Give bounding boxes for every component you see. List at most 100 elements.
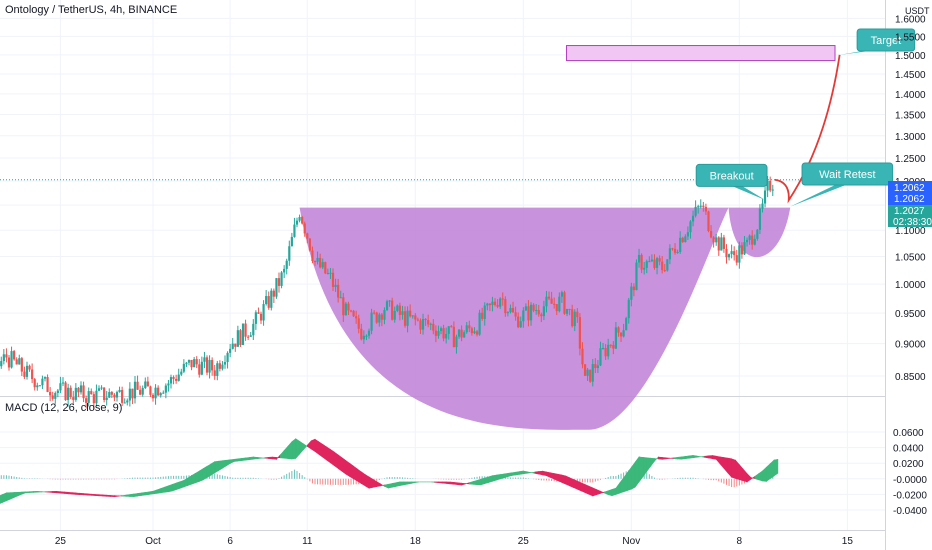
candle-body xyxy=(270,290,273,308)
candle-up xyxy=(694,200,697,218)
macd-ribbon-segment xyxy=(71,492,77,495)
macd-ribbon-segment xyxy=(252,456,258,460)
price-tick-label: 1.4500 xyxy=(895,70,926,81)
candle-body xyxy=(699,205,702,207)
macd-ribbon-segment xyxy=(596,489,601,496)
candle-body xyxy=(622,330,625,337)
macd-tick-label: 0.0600 xyxy=(893,428,924,439)
candle-body xyxy=(226,352,229,363)
callout-wait-retest: Wait Retest xyxy=(790,162,894,207)
candle-up xyxy=(691,210,695,227)
candle-down xyxy=(671,247,674,251)
candle-down xyxy=(751,230,754,250)
macd-ribbon-segment xyxy=(739,463,744,482)
candle-up xyxy=(321,258,324,270)
candle-down xyxy=(424,318,427,326)
price-tick-label: 0.9000 xyxy=(895,340,926,351)
candle-up xyxy=(586,367,589,381)
candle-body xyxy=(373,312,376,314)
candle-body xyxy=(640,254,643,270)
candle-body xyxy=(586,369,589,376)
candle-body xyxy=(31,369,34,380)
macd-ribbon-segment xyxy=(63,491,69,495)
candle-body xyxy=(619,332,623,337)
time-tick-label: 25 xyxy=(55,536,67,547)
macd-ribbon-segment xyxy=(241,457,246,461)
candle-down xyxy=(553,297,556,309)
macd-ribbon-segment xyxy=(260,457,266,459)
candle-up xyxy=(100,385,103,390)
candle-down xyxy=(537,304,540,317)
macd-ribbon-segment xyxy=(403,481,408,486)
candle-body xyxy=(205,357,209,373)
macd-ribbon-segment xyxy=(152,489,158,495)
candle-up xyxy=(0,356,3,369)
candle-body xyxy=(558,296,561,312)
candle-up xyxy=(483,302,486,326)
candle-up xyxy=(180,368,183,377)
current-price-label: 1.2027 xyxy=(894,206,925,217)
candle-down xyxy=(146,376,149,387)
candle-up xyxy=(105,391,108,406)
candle-body xyxy=(663,270,666,272)
candle-up xyxy=(635,259,638,291)
candle-body xyxy=(763,190,767,204)
callout-target: Target xyxy=(839,28,916,55)
candle-body xyxy=(79,385,83,393)
candle-body xyxy=(427,320,430,325)
candle-body xyxy=(72,397,75,400)
candle-up xyxy=(676,249,679,254)
candle-up xyxy=(141,385,144,397)
candle-body xyxy=(470,328,473,334)
candle-body xyxy=(378,314,381,323)
macd-ribbon-segment xyxy=(175,481,181,491)
macd-ribbon-segment xyxy=(388,483,393,489)
candle-body xyxy=(195,359,198,365)
candle-up xyxy=(486,302,489,311)
candle-body xyxy=(61,382,65,384)
candle-up xyxy=(763,186,767,208)
macd-ribbon-segment xyxy=(704,455,709,459)
macd-ribbon-segment xyxy=(25,491,30,494)
macd-tick-label: 0.0200 xyxy=(893,459,924,470)
candle-body xyxy=(33,379,36,388)
callout-box xyxy=(695,163,768,187)
macd-ribbon-segment xyxy=(411,481,416,484)
candle-down xyxy=(427,314,430,328)
macd-ribbon-segment xyxy=(295,438,300,460)
candle-up xyxy=(509,304,512,314)
macd-ribbon-segment xyxy=(503,472,509,479)
macd-ribbon-segment xyxy=(762,466,767,482)
macd-ribbon-segment xyxy=(361,471,366,487)
candle-body xyxy=(241,323,245,345)
candle-body xyxy=(668,248,672,260)
time-tick-label: 6 xyxy=(227,536,233,547)
candle-body xyxy=(596,365,599,368)
candle-up xyxy=(329,267,332,279)
candle-down xyxy=(218,360,221,372)
candle-down xyxy=(517,312,520,329)
candle-down xyxy=(151,393,155,402)
candle-body xyxy=(666,259,669,271)
candle-up xyxy=(637,248,641,268)
candle-body xyxy=(478,312,481,335)
candle-body xyxy=(172,377,175,379)
macd-ribbon-segment xyxy=(715,455,721,465)
candle-down xyxy=(205,355,209,376)
candle-body xyxy=(578,317,581,349)
candle-up xyxy=(79,381,83,395)
candle-body xyxy=(141,388,144,395)
candle-body xyxy=(105,397,108,400)
candle-down xyxy=(331,268,335,291)
macd-ribbon-segment xyxy=(449,481,455,485)
candle-up xyxy=(182,359,185,374)
candle-body xyxy=(149,386,152,395)
candle-up xyxy=(378,312,381,327)
candle-body xyxy=(290,236,293,247)
macd-ribbon-segment xyxy=(225,459,231,467)
candle-down xyxy=(244,319,247,341)
candle-down xyxy=(195,356,198,369)
candle-up xyxy=(591,358,594,387)
candle-body xyxy=(231,343,234,349)
